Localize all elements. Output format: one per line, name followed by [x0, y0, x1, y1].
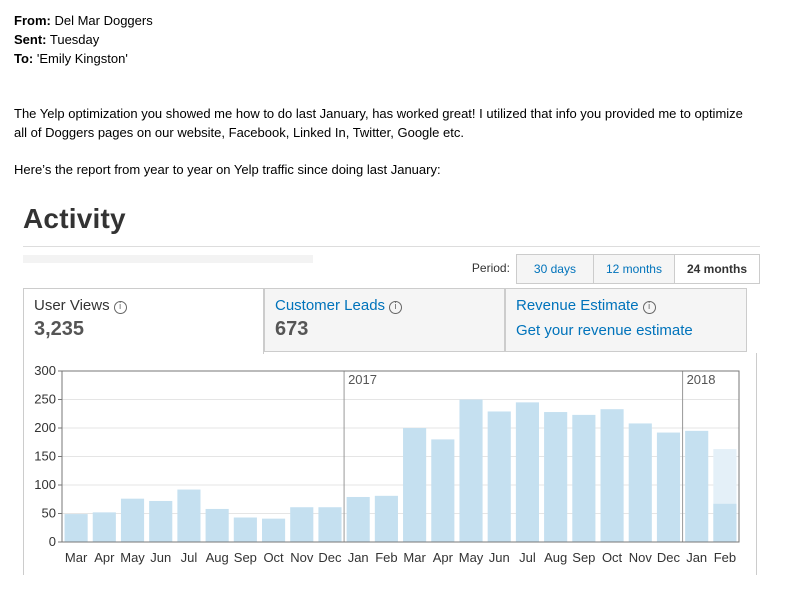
year-label: 2017 [348, 372, 377, 387]
x-tick-label: Nov [290, 550, 314, 565]
x-tick-label: Oct [263, 550, 284, 565]
from-row: From: Del Mar Doggers [14, 11, 153, 30]
chart-bar [600, 409, 624, 542]
y-tick-label: 0 [49, 534, 56, 549]
x-tick-label: Apr [433, 550, 454, 565]
x-tick-label: Jan [348, 550, 369, 565]
chart-bar [515, 402, 540, 542]
chart-bar [290, 507, 314, 542]
chart-bar [64, 514, 88, 542]
email-paragraph-2: Here’s the report from year to year on Y… [14, 162, 441, 177]
tab-revenue-estimate[interactable]: Revenue Estimate i Get your revenue estim… [505, 288, 747, 352]
chart-bar [431, 439, 455, 542]
user-views-value: 3,235 [34, 318, 85, 340]
period-30-days-button[interactable]: 30 days [515, 254, 593, 284]
email-body: The Yelp optimization you showed me how … [14, 104, 754, 197]
x-tick-label: Jan [686, 550, 707, 565]
to-value: 'Emily Kingston' [36, 51, 128, 66]
customer-leads-value: 673 [275, 318, 309, 340]
chart-bar [233, 517, 257, 542]
x-tick-label: Sep [572, 550, 595, 565]
plot-frame [61, 370, 740, 543]
chart-bar [261, 518, 286, 542]
sent-label: Sent: [14, 32, 47, 47]
title-divider [23, 246, 760, 247]
x-tick-label: Nov [629, 550, 653, 565]
x-tick-label: Apr [94, 550, 115, 565]
chart-bar [346, 496, 370, 542]
chart-bar [120, 498, 145, 542]
chart-bar [572, 414, 596, 542]
info-icon[interactable]: i [113, 301, 127, 314]
period-selector: Period: 30 days 12 months 24 months [472, 254, 760, 284]
chart-bar [403, 428, 427, 542]
chart-bar [685, 430, 709, 542]
email-header: From: Del Mar Doggers Sent: Tuesday To: … [14, 11, 153, 68]
x-tick-label: Mar [403, 550, 426, 565]
chart-bar [628, 423, 652, 542]
period-label: Period: [471, 261, 510, 275]
to-row: To: 'Emily Kingston' [14, 49, 153, 68]
x-tick-label: Aug [544, 550, 567, 565]
from-label: From: [14, 13, 51, 28]
metric-tabs: User Views i 3,235 Customer Leads i 673 Re… [23, 288, 757, 354]
x-tick-label: Feb [714, 550, 736, 565]
chart-bar [713, 503, 737, 542]
activity-title: Activity [23, 203, 126, 234]
period-12-months-button[interactable]: 12 months [592, 254, 674, 284]
chart-panel: 0 50 100 150 200 250 300 2017 2018 Mar Apr May Jun Ju… [23, 353, 757, 575]
tab-revenue-estimate-text: Revenue Estimate [516, 297, 639, 314]
chart-bar [656, 432, 681, 542]
y-tick-label: 150 [34, 449, 56, 464]
info-icon[interactable]: i [389, 301, 403, 314]
y-tick-label: 300 [34, 363, 56, 378]
faded-text-placeholder [23, 255, 313, 263]
tab-customer-leads[interactable]: Customer Leads i 673 [264, 288, 505, 352]
email-paragraph-1: The Yelp optimization you showed me how … [14, 106, 743, 140]
y-tick-label: 50 [42, 506, 56, 521]
x-tick-label: Aug [206, 550, 229, 565]
user-views-chart: 0 50 100 150 200 250 300 2017 2018 Mar Apr May Jun Ju… [34, 363, 740, 565]
chart-bar [177, 489, 201, 542]
x-tick-label: Mar [65, 550, 88, 565]
chart-bar [149, 500, 173, 542]
tab-user-views-text: User Views [34, 297, 110, 314]
chart-bar [205, 508, 229, 542]
y-tick-label: 200 [34, 420, 56, 435]
y-tick-label: 250 [34, 392, 56, 407]
year-label: 2018 [687, 372, 716, 387]
x-tick-label: Jun [150, 550, 171, 565]
tab-user-views[interactable]: User Views i 3,235 [23, 288, 264, 354]
x-tick-label: Dec [657, 550, 681, 565]
x-tick-label: Jun [489, 550, 510, 565]
to-label: To: [14, 51, 34, 66]
chart-bar [544, 412, 568, 542]
chart-bar [487, 411, 511, 542]
activity-screenshot: Activity Period: 30 days 12 months 24 mo… [23, 203, 760, 575]
sent-row: Sent: Tuesday [14, 30, 153, 49]
x-tick-label: Oct [602, 550, 623, 565]
y-tick-label: 100 [34, 477, 56, 492]
revenue-estimate-link[interactable]: Get your revenue estimate [516, 322, 693, 339]
tab-revenue-estimate-label: Revenue Estimate i [516, 297, 736, 314]
chart-bar [318, 507, 342, 542]
x-tick-label: Sep [234, 550, 257, 565]
info-icon[interactable]: i [642, 301, 656, 314]
tab-user-views-label: User Views i [34, 297, 253, 314]
x-tick-label: Jul [181, 550, 198, 565]
chart-bar [459, 399, 483, 542]
chart-bar [374, 495, 398, 542]
sent-value: Tuesday [49, 32, 100, 47]
chart-bar [92, 512, 116, 542]
x-tick-label: Dec [318, 550, 342, 565]
x-tick-label: Jul [519, 550, 536, 565]
tab-customer-leads-label: Customer Leads i [275, 297, 494, 314]
x-tick-label: May [459, 550, 484, 565]
from-value: Del Mar Doggers [54, 13, 153, 28]
tab-customer-leads-text: Customer Leads [275, 297, 386, 314]
x-tick-label: Feb [375, 550, 397, 565]
period-24-months-button[interactable]: 24 months [673, 254, 760, 284]
x-tick-label: May [120, 550, 145, 565]
